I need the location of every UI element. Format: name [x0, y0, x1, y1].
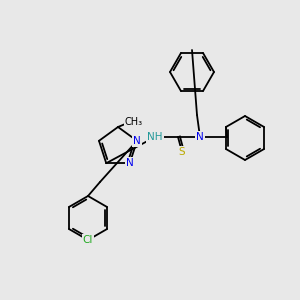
Text: Cl: Cl: [83, 235, 93, 245]
Text: N: N: [196, 132, 204, 142]
Text: CH₃: CH₃: [125, 117, 143, 127]
Text: N: N: [133, 136, 141, 146]
Text: N: N: [126, 158, 134, 168]
Text: NH: NH: [147, 132, 163, 142]
Text: S: S: [179, 147, 185, 157]
